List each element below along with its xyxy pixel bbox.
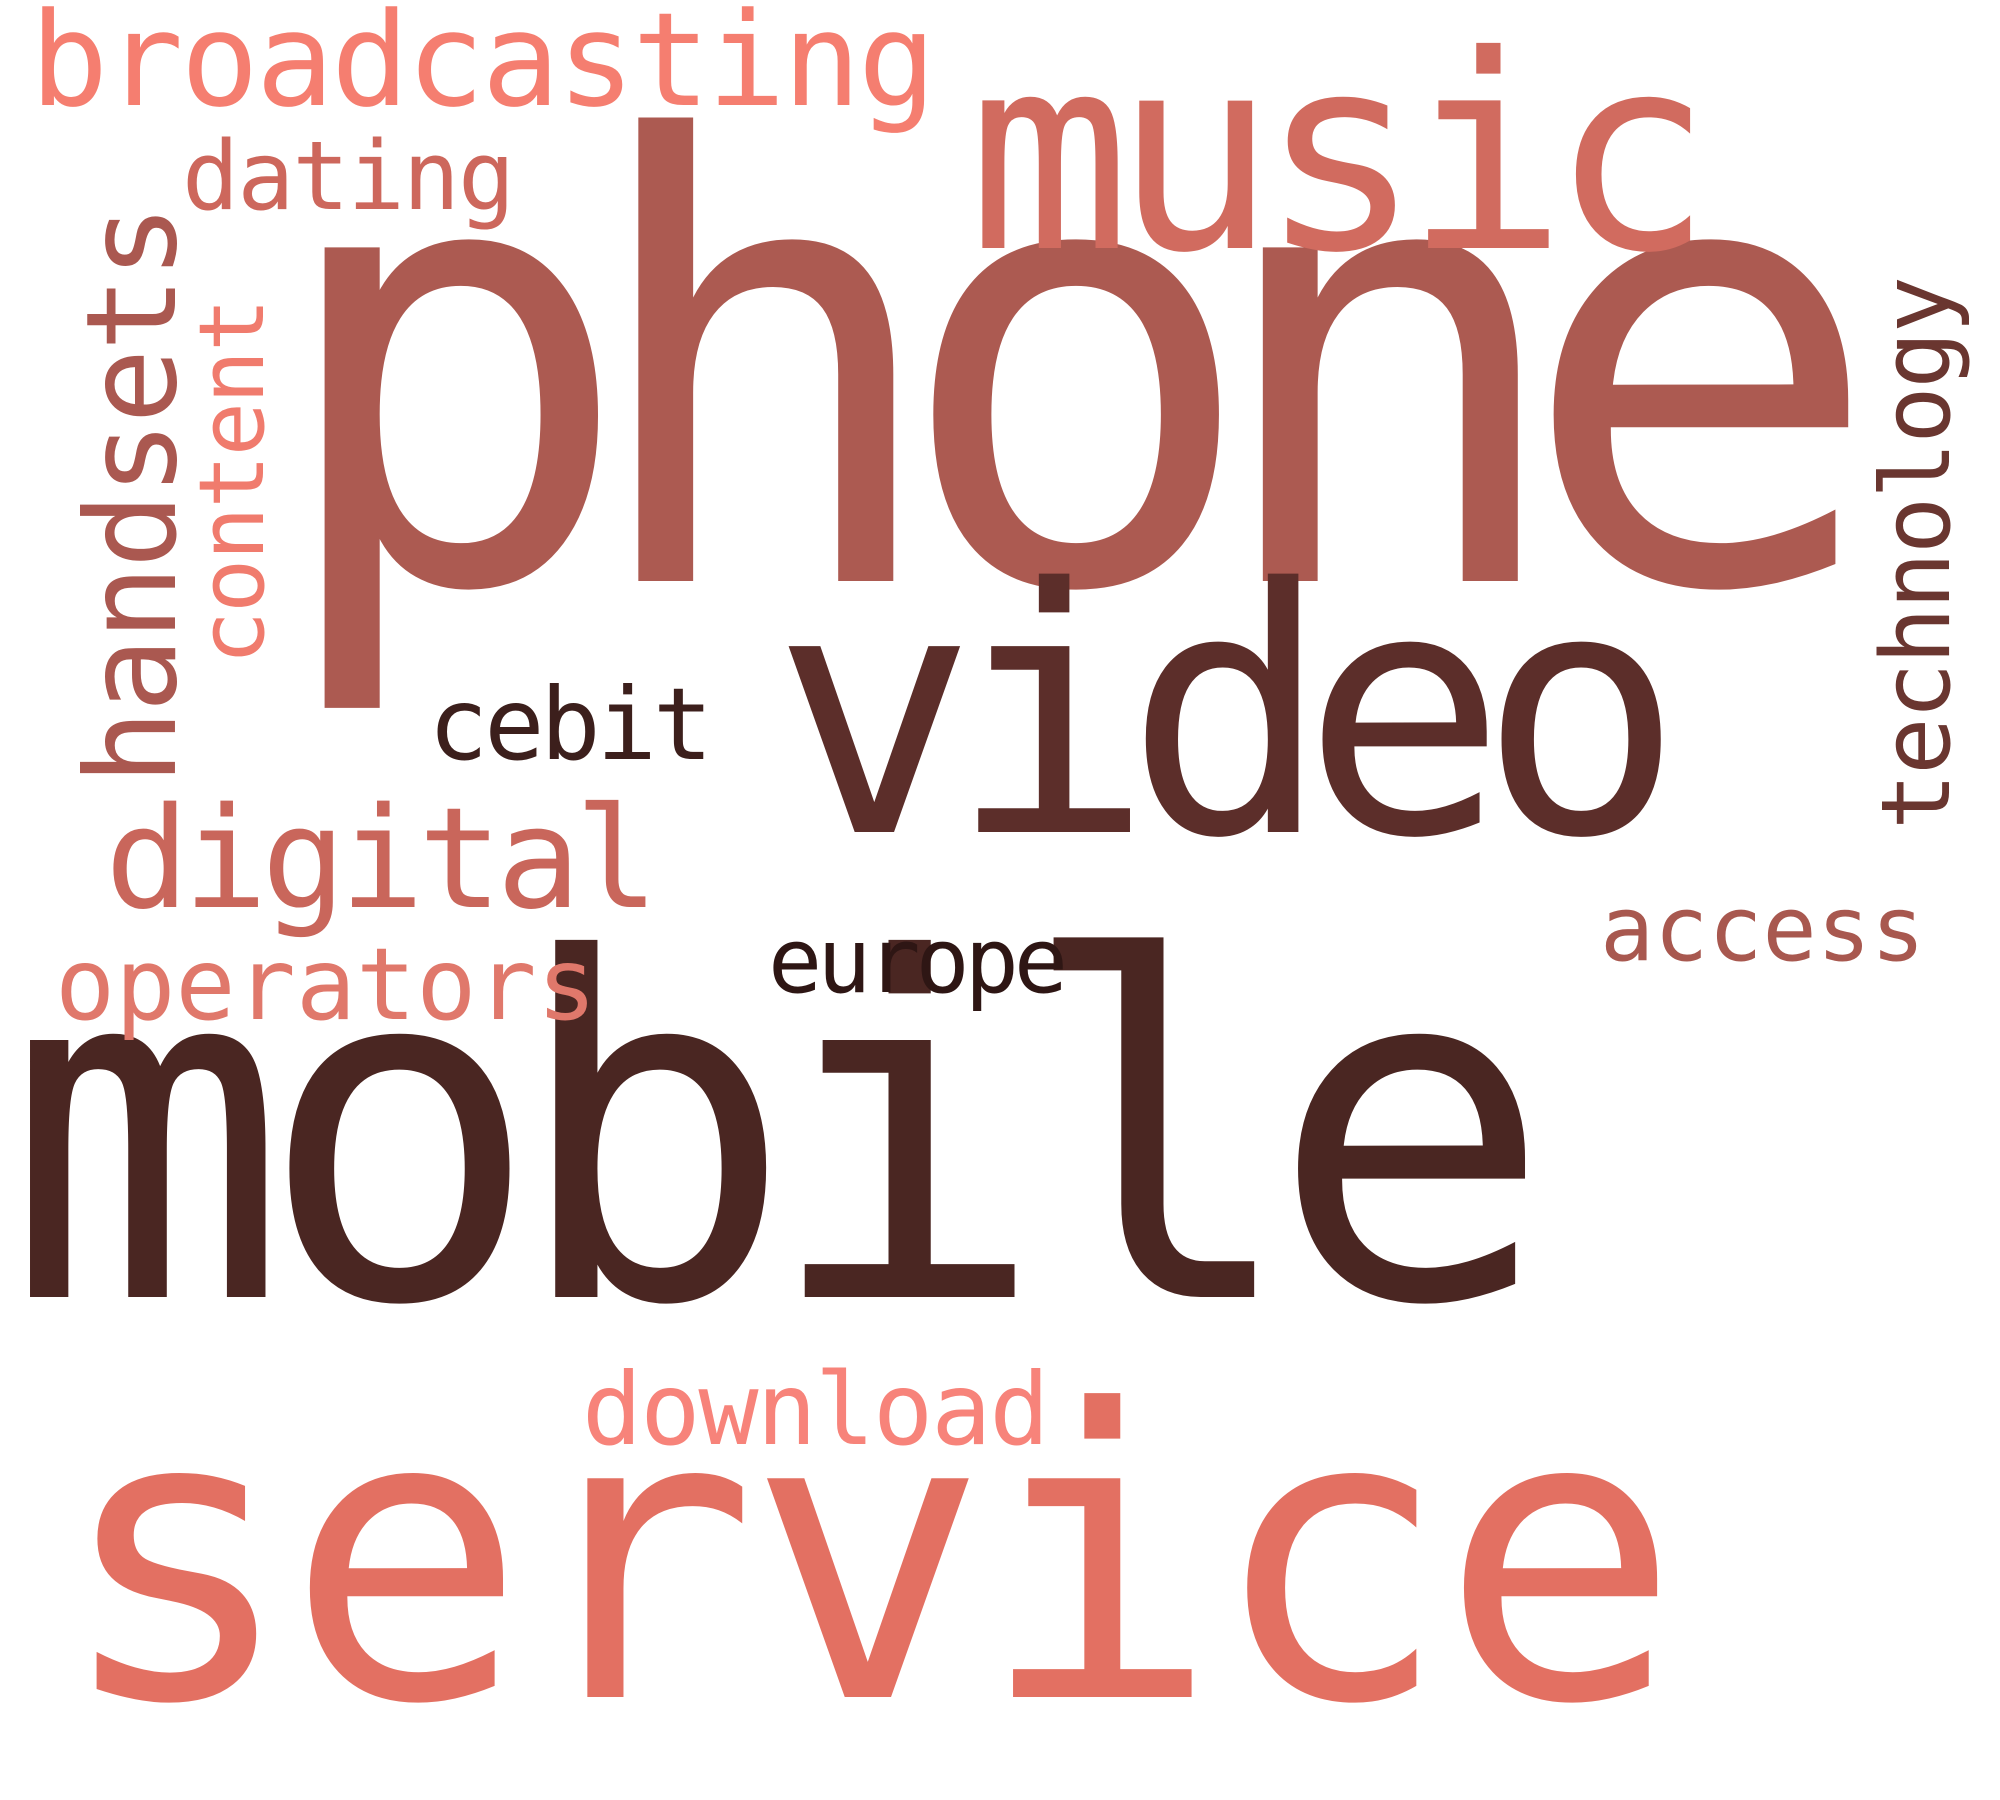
word-music: music (968, 0, 1713, 312)
word-broadcasting: broadcasting (30, 0, 936, 136)
word-service: service (55, 1327, 1681, 1792)
word-technology: technology (1862, 278, 1972, 830)
word-download: download (582, 1351, 1050, 1468)
word-dating: dating (182, 122, 515, 232)
word-cebit: cebit (428, 666, 713, 783)
word-video: video (772, 517, 1683, 913)
word-content: content (180, 299, 285, 665)
word-phone: phone (268, 15, 1884, 725)
word-operators: operators (55, 926, 597, 1043)
word-europe: europe (768, 909, 1068, 1014)
word-digital: digital (105, 778, 659, 941)
word-handsets: handsets (60, 206, 205, 785)
word-access: access (1600, 877, 1926, 982)
word-mobile: mobile (5, 861, 1553, 1408)
